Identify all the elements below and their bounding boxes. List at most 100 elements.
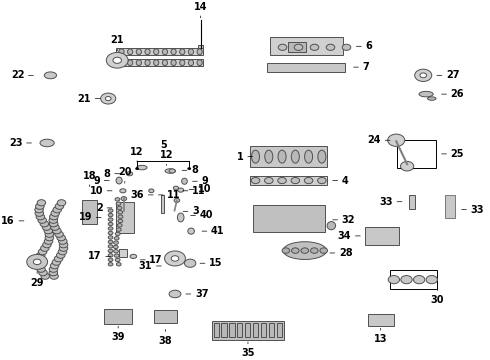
Ellipse shape: [414, 275, 425, 284]
Ellipse shape: [40, 139, 54, 147]
Ellipse shape: [251, 177, 260, 184]
Ellipse shape: [53, 207, 62, 213]
FancyBboxPatch shape: [116, 59, 203, 66]
Text: 32: 32: [333, 215, 355, 225]
Ellipse shape: [58, 238, 67, 244]
Ellipse shape: [320, 248, 327, 253]
Ellipse shape: [137, 165, 147, 170]
Ellipse shape: [108, 253, 113, 257]
Ellipse shape: [49, 221, 58, 227]
Ellipse shape: [116, 262, 121, 266]
Text: 21: 21: [110, 35, 124, 51]
Ellipse shape: [282, 248, 290, 253]
Ellipse shape: [114, 249, 119, 253]
Ellipse shape: [36, 203, 44, 209]
Ellipse shape: [55, 203, 64, 209]
Ellipse shape: [113, 57, 122, 63]
Text: 24: 24: [368, 135, 390, 145]
Ellipse shape: [35, 263, 44, 269]
Ellipse shape: [265, 150, 273, 163]
FancyBboxPatch shape: [82, 201, 98, 224]
Text: 2: 2: [96, 203, 112, 213]
Ellipse shape: [57, 235, 65, 241]
Ellipse shape: [388, 134, 405, 147]
Ellipse shape: [162, 60, 168, 66]
Ellipse shape: [59, 245, 68, 251]
Text: 20: 20: [118, 167, 131, 183]
FancyBboxPatch shape: [270, 37, 343, 55]
Text: 28: 28: [330, 248, 352, 258]
Ellipse shape: [116, 177, 122, 184]
Ellipse shape: [114, 254, 119, 257]
Text: 10: 10: [90, 186, 112, 196]
Ellipse shape: [100, 93, 116, 104]
Ellipse shape: [388, 275, 399, 284]
Ellipse shape: [52, 259, 61, 265]
FancyBboxPatch shape: [269, 323, 274, 337]
FancyBboxPatch shape: [253, 323, 258, 337]
Ellipse shape: [197, 60, 202, 66]
FancyBboxPatch shape: [214, 323, 219, 337]
Text: 35: 35: [241, 342, 255, 358]
Text: 36: 36: [131, 190, 153, 200]
Ellipse shape: [36, 252, 45, 258]
FancyBboxPatch shape: [221, 323, 227, 337]
Ellipse shape: [37, 266, 45, 272]
Ellipse shape: [292, 248, 299, 253]
Ellipse shape: [400, 161, 414, 171]
Text: 21: 21: [77, 94, 100, 104]
Text: 4: 4: [333, 176, 348, 185]
Ellipse shape: [177, 188, 184, 192]
Ellipse shape: [311, 248, 318, 253]
Ellipse shape: [153, 60, 159, 66]
Ellipse shape: [171, 60, 176, 66]
Text: 17: 17: [88, 251, 111, 261]
Ellipse shape: [38, 249, 47, 255]
Ellipse shape: [108, 231, 113, 235]
FancyBboxPatch shape: [250, 146, 327, 167]
Ellipse shape: [294, 44, 303, 50]
Ellipse shape: [49, 270, 57, 276]
Ellipse shape: [265, 177, 273, 184]
Ellipse shape: [106, 53, 128, 68]
Ellipse shape: [108, 240, 113, 244]
Ellipse shape: [127, 60, 133, 66]
Ellipse shape: [169, 290, 181, 298]
Ellipse shape: [171, 49, 176, 55]
Ellipse shape: [283, 242, 327, 260]
Ellipse shape: [44, 228, 52, 234]
Ellipse shape: [292, 150, 299, 163]
Ellipse shape: [197, 49, 202, 55]
Text: 30: 30: [431, 289, 444, 305]
Text: 9: 9: [94, 176, 109, 185]
Text: 26: 26: [441, 89, 464, 99]
Ellipse shape: [108, 218, 113, 221]
Ellipse shape: [50, 224, 59, 230]
FancyBboxPatch shape: [397, 140, 436, 168]
Text: 10: 10: [189, 184, 212, 194]
Ellipse shape: [55, 231, 63, 237]
Ellipse shape: [52, 228, 61, 234]
Ellipse shape: [127, 49, 133, 55]
Ellipse shape: [38, 217, 47, 223]
Ellipse shape: [49, 217, 57, 223]
Ellipse shape: [108, 245, 113, 248]
Ellipse shape: [301, 248, 309, 253]
Text: 17: 17: [141, 255, 163, 265]
Ellipse shape: [39, 270, 47, 276]
Ellipse shape: [427, 97, 436, 100]
Text: 33: 33: [379, 197, 402, 207]
FancyBboxPatch shape: [104, 309, 132, 324]
Ellipse shape: [415, 69, 432, 81]
Text: 22: 22: [11, 70, 33, 80]
Ellipse shape: [33, 259, 41, 265]
Text: 8: 8: [182, 165, 198, 175]
Ellipse shape: [57, 200, 66, 206]
FancyBboxPatch shape: [409, 194, 415, 209]
Ellipse shape: [119, 49, 124, 55]
Ellipse shape: [54, 256, 63, 262]
Text: 16: 16: [1, 216, 24, 226]
Ellipse shape: [278, 177, 286, 184]
Ellipse shape: [41, 245, 49, 251]
Ellipse shape: [130, 255, 137, 258]
